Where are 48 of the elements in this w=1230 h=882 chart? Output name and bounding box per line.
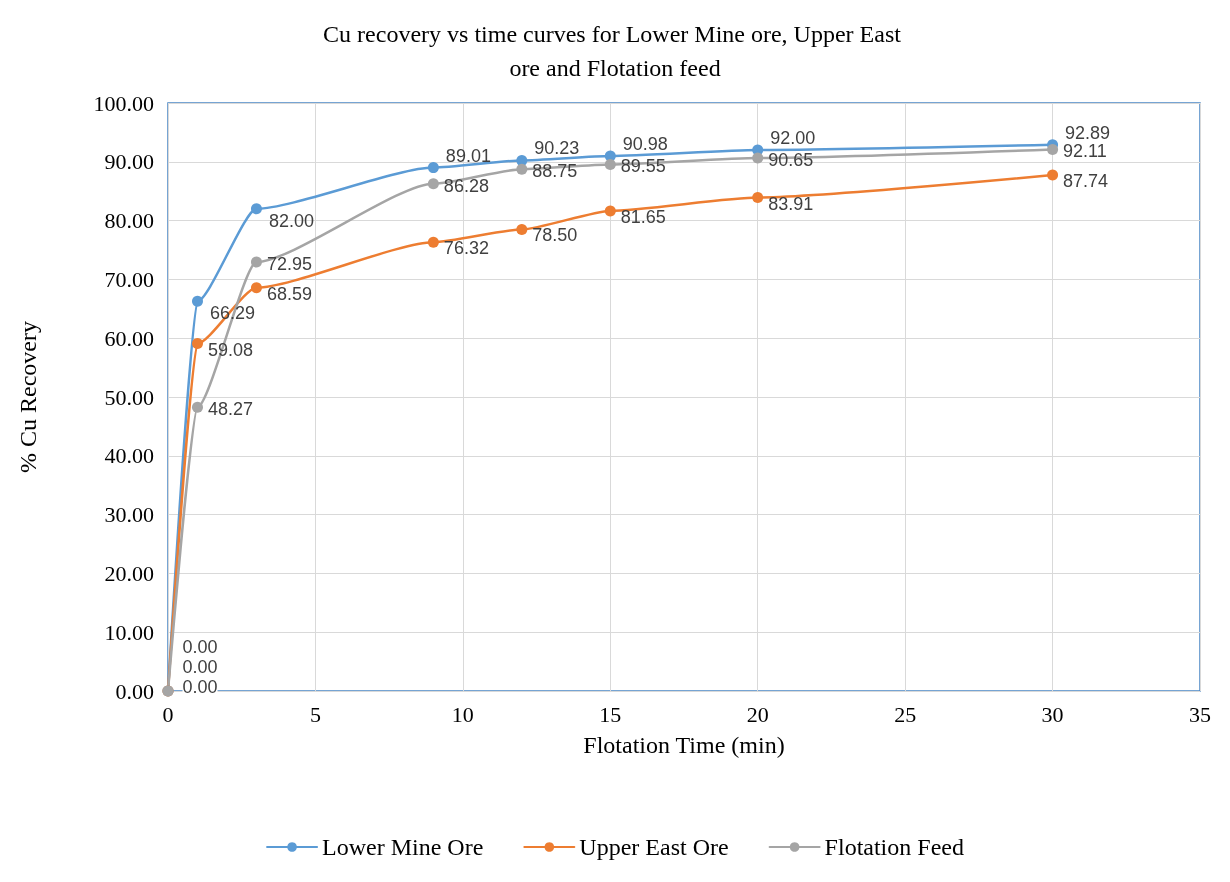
legend-label: Flotation Feed (824, 834, 964, 860)
x-tick-label: 30 (1041, 701, 1064, 727)
x-tick-label: 20 (746, 701, 769, 727)
data-label: 0.00 (182, 677, 218, 697)
data-label: 48.27 (207, 399, 254, 420)
legend-label: Upper East Ore (579, 834, 729, 860)
x-tick-label: 35 (1189, 701, 1211, 727)
data-label: 83.91 (768, 193, 814, 214)
data-label: 0.00 (182, 637, 218, 657)
y-tick-label: 80.00 (104, 208, 154, 234)
y-tick-label: 10.00 (104, 619, 154, 645)
data-label: 87.74 (1063, 171, 1109, 192)
y-tick-label: 30.00 (104, 502, 154, 528)
data-label: 72.95 (266, 254, 312, 275)
x-tick-label: 5 (309, 701, 321, 727)
data-label: 0.00 (182, 657, 218, 677)
data-label: 92.00 (770, 128, 816, 149)
legend-label: Lower Mine Ore (322, 834, 484, 860)
data-label: 86.28 (443, 175, 489, 196)
y-axis-title: % Cu Recovery (15, 321, 41, 473)
y-tick-label: 60.00 (104, 325, 154, 351)
x-tick-label: 15 (599, 701, 622, 727)
y-tick-label: 90.00 (104, 149, 154, 175)
data-label: 92.11 (1063, 141, 1107, 162)
data-label: 76.32 (443, 238, 489, 259)
y-tick-label: 20.00 (104, 560, 154, 586)
x-tick-label: 25 (894, 701, 917, 727)
data-label: 68.59 (266, 283, 312, 304)
chart-title: Cu recovery vs time curves for Lower Mine ore, Upper East ore and Flotation feed (323, 21, 907, 81)
y-tick-label: 40.00 (104, 443, 154, 469)
data-label: 59.08 (207, 339, 254, 360)
data-label: 90.65 (768, 149, 814, 170)
data-label: 88.75 (532, 161, 578, 182)
data-label: 81.65 (620, 206, 666, 227)
data-label: 90.23 (534, 138, 580, 159)
y-tick-label: 100.00 (93, 90, 154, 116)
y-tick-label: 50.00 (104, 384, 154, 410)
data-label: 89.01 (445, 145, 491, 166)
x-axis-title: Flotation Time (min) (583, 732, 785, 758)
data-label: 89.55 (620, 156, 666, 177)
y-tick-label: 70.00 (104, 266, 154, 292)
data-label: 92.89 (1065, 122, 1111, 143)
x-tick-label: 10 (451, 701, 474, 727)
y-tick-label: 0.00 (115, 678, 154, 704)
data-label: 78.50 (532, 225, 578, 246)
data-label: 82.00 (268, 210, 314, 231)
data-label: 90.98 (622, 134, 668, 155)
x-tick-label: 0 (162, 701, 174, 727)
